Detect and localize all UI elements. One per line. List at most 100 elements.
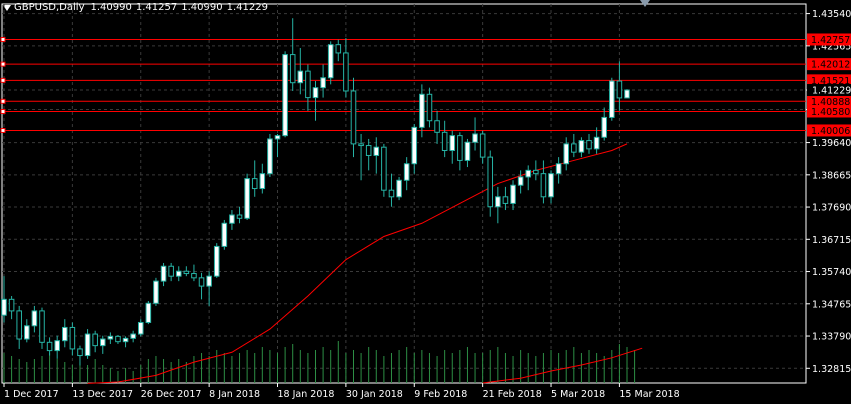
candle-body: [381, 146, 387, 191]
candle-body: [464, 141, 471, 161]
level-label: 1.41521: [811, 76, 850, 87]
candle-body: [335, 44, 342, 54]
ohlc-high: 1.41257: [135, 2, 178, 13]
candle-body: [46, 341, 53, 352]
candle-body: [373, 146, 380, 156]
candle-body: [358, 143, 364, 147]
candle-body: [84, 333, 91, 357]
volume-moving-average: [482, 347, 643, 384]
candle-body: [259, 173, 266, 190]
candle-body: [343, 52, 349, 92]
moving-average-line: [87, 143, 628, 384]
candle-body: [107, 335, 114, 340]
candle-body: [267, 138, 273, 175]
dropdown-triangle-icon[interactable]: [3, 4, 11, 11]
y-tick-label: 1.35740: [812, 267, 851, 278]
candle-body: [624, 89, 630, 99]
candle-body: [99, 338, 106, 347]
y-tick-label: 1.43540: [812, 9, 851, 20]
level-label: 1.40006: [811, 126, 850, 137]
candle-body: [609, 80, 615, 118]
y-tick-label: 1.32815: [812, 364, 851, 375]
level-label: 1.42757: [811, 35, 850, 46]
candle-body: [525, 169, 532, 178]
candle-body: [130, 333, 136, 339]
level-label: 1.42012: [811, 60, 850, 71]
candle-body: [31, 310, 38, 327]
ohlc-close: 1.41229: [226, 2, 268, 13]
candle-body: [502, 196, 509, 204]
candle-body: [92, 333, 98, 347]
candle-body: [578, 140, 585, 153]
level-anchor: [0, 98, 6, 104]
candle-body: [305, 70, 311, 99]
candle-body: [122, 337, 129, 343]
candle-body: [69, 326, 76, 350]
level-label-bg: [807, 105, 851, 118]
level-label: 1.40580: [811, 107, 850, 118]
candle-body: [213, 245, 220, 277]
level-anchor: [0, 61, 6, 67]
x-tick-label: 8 Jan 2018: [209, 389, 260, 400]
candle-body: [251, 178, 258, 190]
time-axis: 1 Dec 2017 13 Dec 2017 26 Dec 2017 8 Jan 20…: [3, 383, 680, 400]
grid: [1, 3, 807, 384]
level-anchor: [0, 77, 6, 83]
x-tick-label: 1 Dec 2017: [4, 389, 59, 400]
candle-body: [191, 273, 197, 279]
candle-body: [593, 136, 600, 150]
candle-body: [540, 173, 547, 198]
candle-body: [8, 298, 15, 312]
level-anchor: [0, 108, 6, 114]
candle-body: [441, 131, 448, 152]
candle-body: [350, 90, 357, 145]
candlesticks: [1, 18, 630, 366]
symbol-label: GBPUSD,Daily: [14, 2, 85, 13]
ohlc-open: 1.40990: [90, 2, 132, 13]
candle-body: [411, 126, 418, 165]
plot-frame: [1, 3, 807, 384]
y-tick-label: 1.37690: [812, 203, 851, 214]
current-price-bg: [807, 84, 851, 97]
y-tick-label: 1.39640: [812, 138, 851, 149]
candle-body: [586, 140, 592, 150]
candle-body: [137, 321, 144, 335]
y-tick-label: 1.33790: [812, 332, 851, 343]
candle-body: [419, 93, 425, 128]
candle-body: [1, 298, 7, 316]
x-tick-label: 13 Dec 2017: [72, 389, 133, 400]
y-tick-label: 1.42565: [812, 41, 851, 52]
candle-body: [571, 143, 577, 153]
candle-body: [206, 275, 212, 287]
candle-body: [601, 116, 607, 138]
candle-body: [297, 70, 304, 84]
candle-body: [434, 120, 440, 133]
volume-ma-line: [482, 347, 643, 384]
candle-body: [327, 44, 334, 79]
chart-shift-marker-icon[interactable]: [640, 0, 650, 7]
horizontal-level-lines[interactable]: [0, 36, 806, 133]
x-tick-label: 5 Mar 2018: [551, 389, 605, 400]
x-tick-label: 30 Jan 2018: [346, 389, 403, 400]
candle-body: [236, 214, 243, 219]
candle-body: [54, 340, 60, 352]
candle-body: [168, 265, 174, 277]
candle-body: [533, 169, 539, 175]
candle-body: [39, 310, 45, 343]
x-tick-label: 9 Feb 2018: [414, 389, 467, 400]
candle-body: [548, 173, 554, 198]
candle-body: [472, 133, 478, 143]
candle-body: [289, 54, 296, 84]
candle-body: [221, 222, 228, 247]
level-label-bg: [807, 33, 851, 46]
candle-body: [616, 80, 623, 99]
candle-body: [62, 326, 68, 342]
ohlc-low: 1.40990: [181, 2, 223, 13]
candle-body: [403, 163, 410, 181]
candle-body: [312, 87, 319, 99]
candle-body: [77, 348, 83, 357]
y-tick-label: 1.34765: [812, 299, 851, 310]
level-label-bg: [807, 95, 851, 108]
